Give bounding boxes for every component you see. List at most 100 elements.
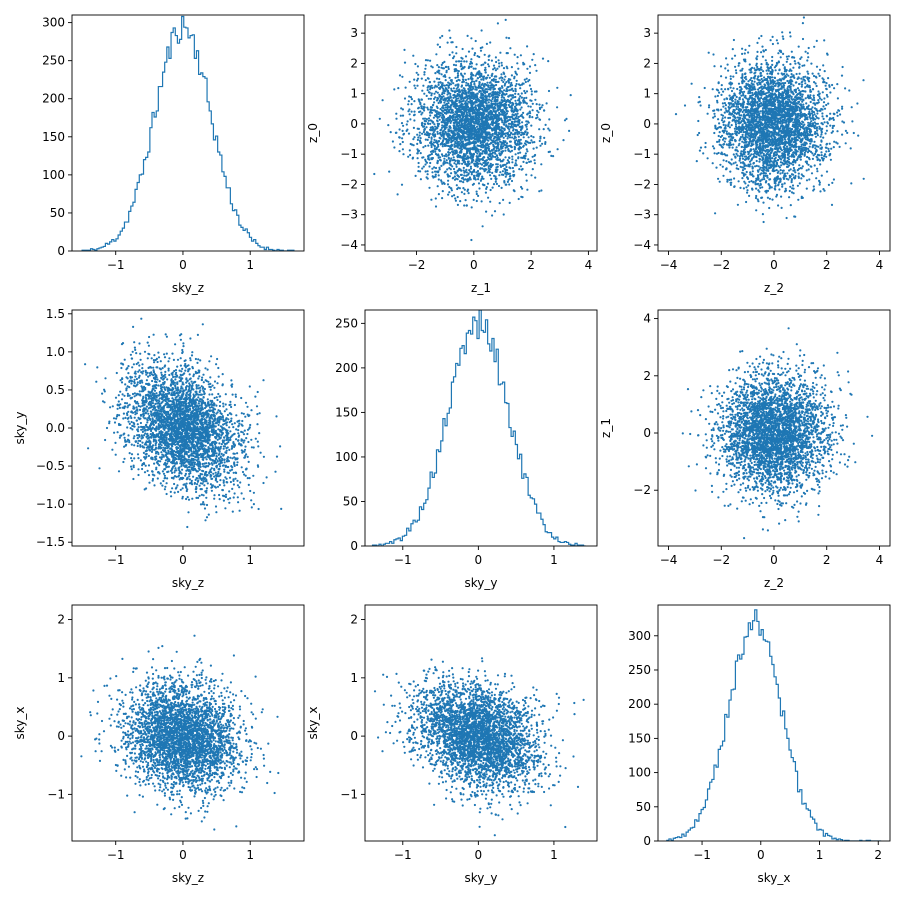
scatter-point — [484, 71, 487, 74]
scatter-point — [445, 155, 448, 158]
scatter-point — [515, 82, 518, 86]
scatter-point — [474, 105, 477, 109]
scatter-point — [471, 94, 474, 98]
scatter-point — [482, 78, 485, 81]
scatter-point — [762, 70, 765, 73]
scatter-point — [788, 189, 791, 193]
scatter-point — [465, 91, 468, 94]
scatter-point — [498, 202, 501, 205]
scatter-point — [495, 110, 498, 113]
scatter-point — [805, 162, 809, 165]
scatter-point — [453, 70, 456, 73]
scatter-point — [443, 125, 446, 128]
scatter-point — [475, 100, 478, 104]
scatter-point — [505, 125, 508, 128]
scatter-point — [518, 132, 521, 135]
scatter-point — [501, 99, 504, 102]
scatter-point — [413, 78, 416, 81]
scatter-point — [487, 74, 490, 77]
scatter-point — [485, 102, 488, 105]
scatter-point — [467, 66, 470, 70]
scatter-point — [511, 113, 514, 116]
scatter-point — [477, 178, 480, 181]
scatter-point — [798, 182, 801, 185]
scatter-point — [545, 102, 548, 105]
scatter-point — [455, 171, 458, 174]
scatter-point — [493, 210, 497, 213]
scatter-point — [522, 111, 525, 114]
scatter-point — [506, 120, 509, 123]
scatter-point — [470, 73, 473, 76]
scatter-point — [454, 76, 457, 79]
scatter-point — [425, 126, 428, 129]
scatter-point — [435, 53, 438, 56]
scatter-point — [520, 133, 523, 137]
scatter-point — [464, 136, 467, 139]
scatter-point — [543, 109, 546, 112]
scatter-point — [440, 153, 444, 156]
scatter-point — [420, 107, 423, 110]
scatter-point — [460, 123, 463, 126]
scatter-point — [744, 128, 748, 131]
scatter-point — [444, 161, 447, 164]
scatter-point — [488, 113, 491, 116]
scatter-point — [426, 77, 429, 80]
scatter-point — [500, 73, 503, 76]
scatter-point — [482, 76, 485, 79]
scatter-point — [494, 116, 498, 119]
scatter-point — [476, 148, 479, 151]
scatter-point — [423, 117, 427, 120]
scatter-point — [515, 129, 519, 132]
scatter-point — [451, 150, 454, 153]
scatter-point — [748, 160, 752, 163]
scatter-point — [516, 124, 520, 127]
scatter-point — [740, 94, 743, 97]
scatter-point — [455, 87, 458, 90]
scatter-point — [450, 187, 453, 190]
scatter-point — [759, 110, 762, 113]
scatter-point — [447, 96, 450, 99]
scatter-point — [492, 64, 496, 67]
scatter-point — [449, 126, 452, 129]
scatter-point — [471, 47, 474, 50]
scatter-point — [771, 55, 774, 59]
scatter-point — [535, 146, 538, 149]
scatter-point — [547, 150, 550, 154]
scatter-point — [492, 118, 495, 121]
scatter-point — [510, 115, 514, 118]
scatter-point — [421, 89, 424, 92]
scatter-point — [432, 116, 435, 119]
scatter-point — [432, 176, 435, 179]
scatter-point — [440, 180, 443, 183]
scatter-point — [758, 184, 761, 187]
scatter-point — [458, 101, 461, 104]
scatter-point — [457, 144, 460, 147]
scatter-point — [823, 107, 827, 110]
scatter-point — [456, 195, 459, 199]
scatter-point — [444, 104, 447, 107]
scatter-point — [473, 80, 476, 83]
scatter-point — [508, 89, 511, 92]
scatter-point — [458, 91, 461, 94]
scatter-point — [814, 152, 817, 155]
scatter-point — [438, 166, 441, 169]
scatter-point — [798, 63, 801, 66]
scatter-point — [741, 52, 744, 56]
scatter-point — [482, 156, 485, 159]
scatter-point — [556, 86, 559, 89]
scatter-point — [444, 79, 447, 82]
scatter-point — [426, 89, 429, 92]
scatter-point — [441, 143, 444, 146]
scatter-point — [718, 131, 721, 134]
scatter-point — [400, 107, 403, 110]
scatter-point — [443, 101, 446, 104]
scatter-point — [458, 79, 461, 82]
scatter-point — [513, 118, 516, 121]
scatter-point — [542, 128, 545, 131]
scatter-point — [520, 92, 523, 95]
scatter-point — [488, 93, 491, 96]
scatter-point — [479, 49, 483, 52]
scatter-point — [500, 126, 503, 129]
scatter-point — [442, 107, 445, 110]
